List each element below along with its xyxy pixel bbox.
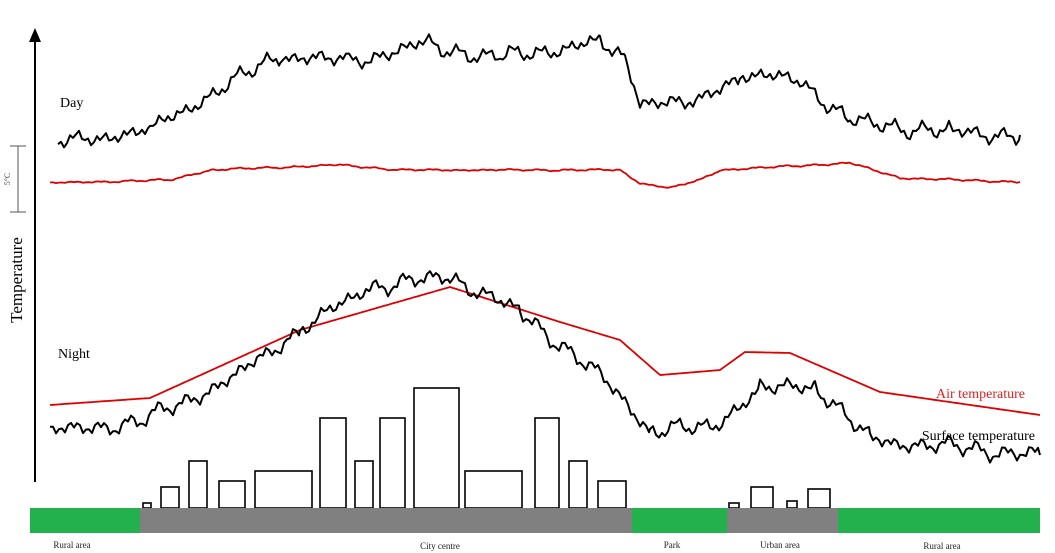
zone-label: Rural area — [53, 540, 90, 550]
scale-label: 5°C — [3, 173, 12, 186]
scale-bar — [10, 145, 26, 213]
zone-label: Urban area — [760, 540, 800, 550]
day-air-curve — [50, 161, 1021, 189]
night-air-curve — [49, 286, 1041, 416]
curves — [49, 33, 1041, 464]
day-label: Day — [60, 96, 83, 111]
zone-label: Park — [664, 540, 681, 550]
buildings — [142, 387, 831, 509]
ground-strip — [30, 508, 1040, 533]
day-surface-curve — [57, 33, 1021, 149]
night-label: Night — [58, 347, 90, 362]
night-surface-curve — [49, 270, 1041, 464]
zone-label: Rural area — [923, 541, 960, 551]
axis-label: Temperature — [7, 237, 26, 323]
axis-arrow — [29, 28, 41, 42]
air-legend: Air temperature — [936, 387, 1025, 402]
zone-label: City centre — [420, 541, 460, 551]
surface-legend: Surface temperature — [922, 429, 1035, 444]
